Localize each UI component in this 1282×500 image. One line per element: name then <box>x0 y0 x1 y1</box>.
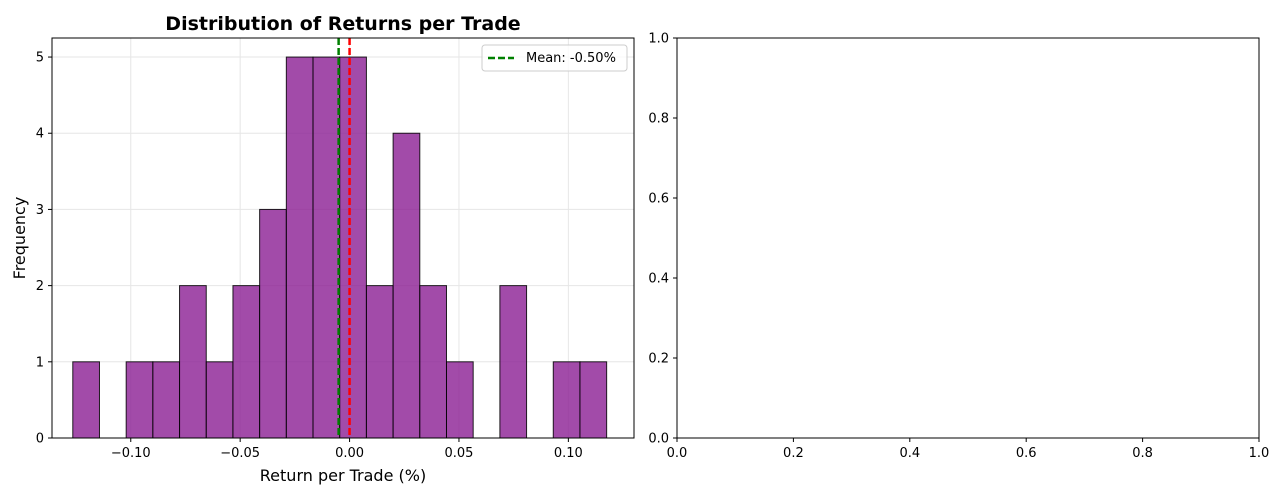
y-axis-label: Frequency <box>10 197 29 280</box>
y-tick-label-right: 0.2 <box>648 352 669 367</box>
x-tick-label: −0.10 <box>111 446 151 461</box>
y-axis-ticks: 0 1 2 3 4 5 <box>36 51 52 447</box>
x-tick-label: 0.00 <box>335 446 364 461</box>
histogram-bar <box>392 132 421 439</box>
histogram-bar <box>419 285 447 439</box>
histogram-panel: Distribution of Returns per Trade −0.10−… <box>10 13 635 485</box>
x-tick-label-right: 0.2 <box>783 446 804 461</box>
x-axis-ticks-right: 0.0 0.2 0.4 0.6 0.8 1.0 <box>667 438 1270 461</box>
histogram-bar <box>499 285 528 439</box>
empty-panel: 0.0 0.2 0.4 0.6 0.8 1.0 0.0 0.2 0.4 0.6 0.8 1.0 <box>648 32 1269 462</box>
histogram-title: Distribution of Returns per Trade <box>165 13 520 35</box>
y-axis-ticks-right: 0.0 0.2 0.4 0.6 0.8 1.0 <box>648 32 677 447</box>
histogram-bar <box>339 56 367 439</box>
y-tick-label: 1 <box>36 355 44 370</box>
legend-mean-label: Mean: -0.50% <box>526 51 616 66</box>
x-tick-label-right: 0.6 <box>1016 446 1037 461</box>
histogram-bar <box>445 361 474 439</box>
y-tick-label: 4 <box>36 127 44 142</box>
histogram-bar <box>285 56 314 439</box>
histogram-bar <box>232 285 261 439</box>
y-tick-label-right: 0.8 <box>648 112 669 127</box>
histogram-bar <box>312 56 341 439</box>
histogram-bar <box>125 361 154 439</box>
histogram-bar <box>179 285 207 439</box>
y-tick-label-right: 0.4 <box>648 272 669 287</box>
y-tick-label-right: 1.0 <box>648 32 669 47</box>
histogram-bar <box>259 208 287 439</box>
histogram-bar <box>72 361 100 439</box>
y-tick-label: 0 <box>36 432 44 447</box>
reference-lines <box>337 38 351 438</box>
histogram-bar <box>365 285 394 439</box>
x-tick-label: −0.05 <box>220 446 260 461</box>
x-axis-ticks: −0.10 −0.05 0.00 0.05 0.10 <box>111 438 583 461</box>
x-axis-label: Return per Trade (%) <box>260 466 426 485</box>
plot-frame-left <box>51 37 635 439</box>
x-tick-label-right: 0.4 <box>899 446 920 461</box>
x-tick-label-right: 0.8 <box>1132 446 1153 461</box>
legend: Mean: -0.50% <box>481 44 628 72</box>
y-tick-label-right: 0.6 <box>648 192 669 207</box>
histogram-bar <box>152 361 181 439</box>
y-tick-label: 2 <box>36 279 44 294</box>
y-tick-label-right: 0.0 <box>648 432 669 447</box>
histogram-bar <box>552 361 581 439</box>
y-tick-label: 5 <box>36 51 44 66</box>
histogram-bar <box>205 361 234 439</box>
x-tick-label: 0.10 <box>554 446 583 461</box>
x-tick-label: 0.05 <box>444 446 473 461</box>
histogram-bar <box>579 361 608 439</box>
x-tick-label-right: 0.0 <box>667 446 688 461</box>
y-tick-label: 3 <box>36 203 44 218</box>
histogram-bars <box>72 56 608 439</box>
x-tick-label-right: 1.0 <box>1249 446 1270 461</box>
plot-frame-right <box>676 37 1260 439</box>
legend-box <box>481 44 628 72</box>
